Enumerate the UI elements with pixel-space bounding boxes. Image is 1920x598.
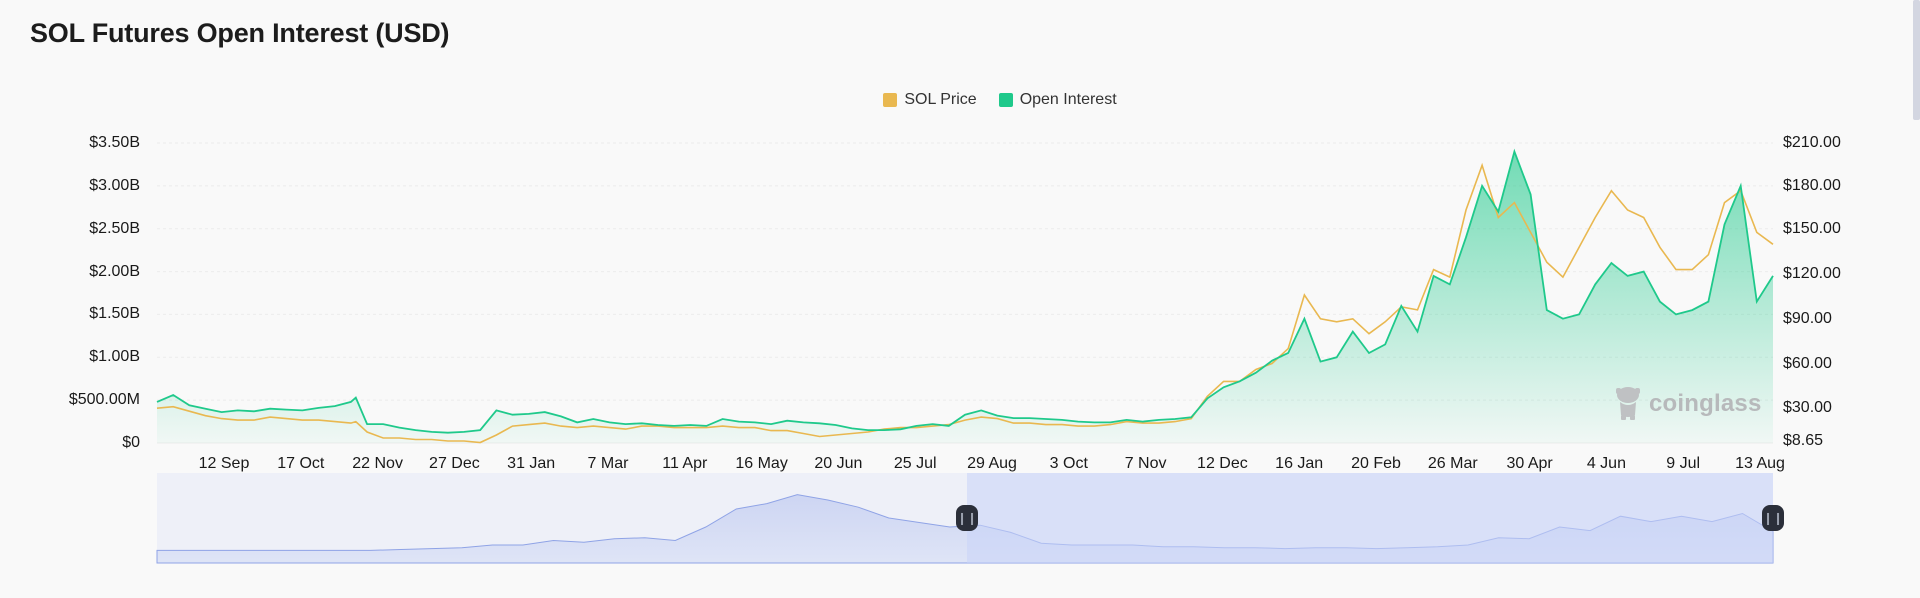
x-axis-tick: 31 Jan [507,455,556,472]
legend-item-open-interest[interactable]: Open Interest [998,91,1117,109]
y-left-tick: $3.00B [89,177,140,194]
drag-handle-icon: ❙❙ [956,511,978,525]
y-left-tick: $2.00B [89,263,140,280]
x-axis-tick: 16 May [735,455,788,472]
y-left-tick: $3.50B [89,134,140,151]
y-right-tick: $120.00 [1783,265,1841,282]
x-axis-tick: 17 Oct [277,455,325,472]
x-axis-tick: 3 Oct [1049,455,1088,472]
navigator-right-handle[interactable]: ❙❙ [1762,505,1784,531]
x-axis-tick: 7 Nov [1124,455,1167,472]
y-right-tick: $180.00 [1783,177,1841,194]
y-left-tick: $1.00B [89,348,140,365]
x-axis-tick: 25 Jul [893,455,937,472]
x-axis-tick: 29 Aug [967,455,1017,472]
y-right-tick: $210.00 [1783,134,1841,151]
x-axis-tick: 26 Mar [1427,455,1478,472]
coinglass-watermark: coinglass [1613,386,1762,422]
x-axis-tick: 4 Jun [1586,455,1626,472]
y-left-tick: $0 [122,434,140,451]
sol-price-line [156,162,1774,444]
watermark-text: coinglass [1649,390,1762,417]
coinglass-mascot-icon [1616,387,1640,420]
open-interest-area [157,151,1773,443]
x-axis-tick: 20 Feb [1351,455,1401,472]
open-interest-swatch-icon [998,93,1013,107]
y-left-tick: $1.50B [89,305,140,322]
x-axis-tick: 12 Sep [198,455,250,472]
legend-label-sol-price: SOL Price [904,91,977,108]
y-right-tick: $60.00 [1783,355,1832,372]
legend-item-sol-price[interactable]: SOL Price [803,91,977,109]
y-right-tick: $30.00 [1783,399,1832,416]
x-axis-tick: 12 Dec [1197,455,1248,472]
x-axis-tick: 30 Apr [1506,455,1553,472]
x-axis-tick: 22 Nov [352,455,403,472]
legend-label-open-interest: Open Interest [1019,91,1117,108]
x-axis-tick: 9 Jul [1666,455,1701,472]
navigator-selection[interactable] [967,473,1773,563]
x-axis-tick: 27 Dec [429,455,480,472]
y-left-tick: $500.00M [68,391,140,408]
y-left-tick: $2.50B [89,220,140,237]
x-axis-tick: 13 Aug [1735,455,1785,472]
sol-price-swatch-icon [883,93,898,107]
chart-legend: SOL Price Open Interest [0,91,1920,109]
x-axis-tick: 20 Jun [814,455,863,472]
open-interest-line [156,148,1774,434]
drag-handle-icon: ❙❙ [1762,511,1784,525]
y-right-tick: $8.65 [1783,432,1824,449]
y-right-tick: $150.00 [1783,220,1841,237]
page-scrollbar[interactable] [1913,0,1920,120]
x-axis-tick: 7 Mar [587,455,629,472]
x-axis-tick: 16 Jan [1275,455,1324,472]
navigator-left-handle[interactable]: ❙❙ [956,505,978,531]
page-title: SOL Futures Open Interest (USD) [30,18,450,48]
y-right-tick: $90.00 [1783,310,1832,327]
x-axis-tick: 11 Apr [662,455,708,472]
